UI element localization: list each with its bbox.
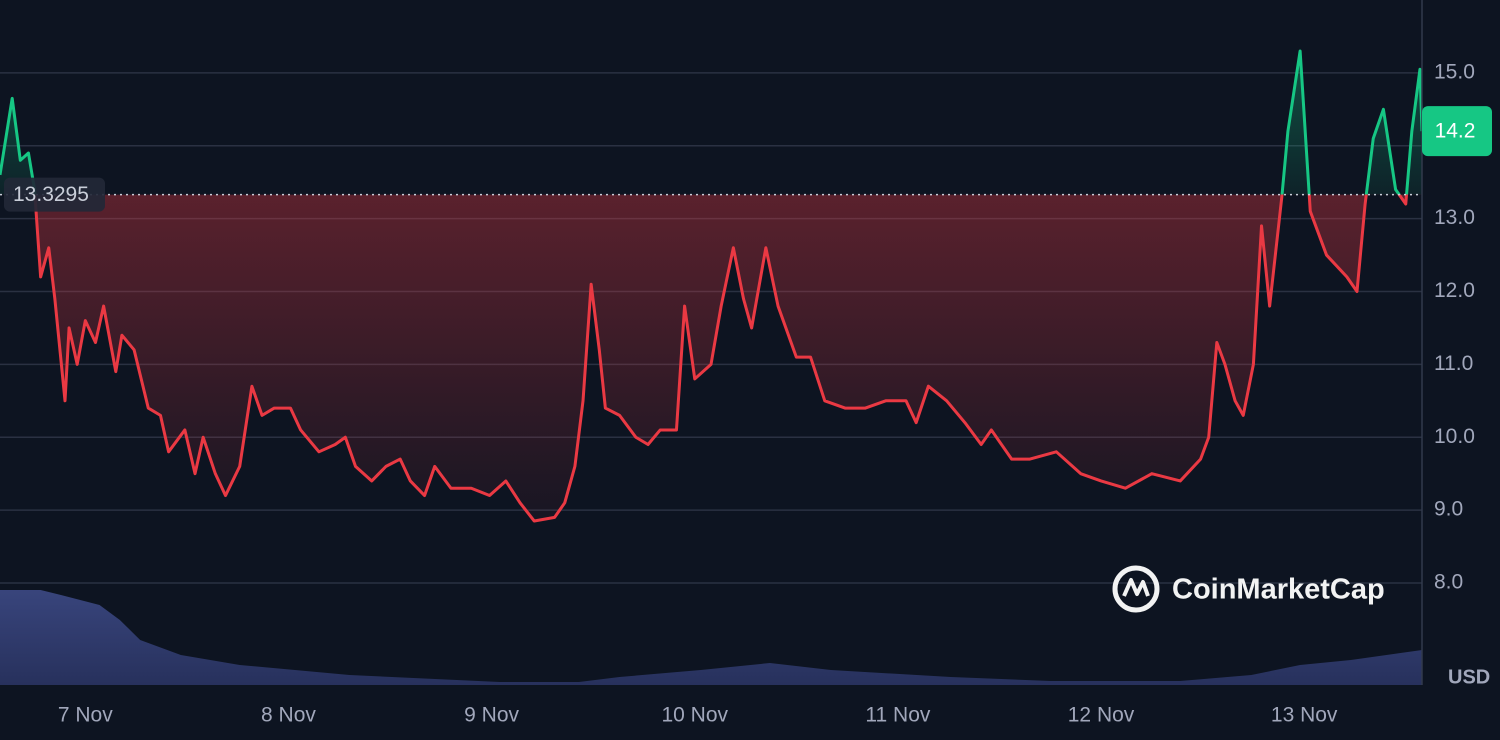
y-tick-label: 11.0 [1434,352,1473,375]
y-axis-unit: USD [1448,666,1490,688]
y-tick-label: 10.0 [1434,425,1475,448]
reference-label-box [4,177,105,212]
x-tick-label: 8 Nov [261,704,316,727]
x-tick-label: 9 Nov [464,704,519,727]
reference-label: 13.3295 [13,183,89,206]
volume-area [0,590,1422,685]
x-tick-label: 11 Nov [865,704,930,727]
x-tick-label: 12 Nov [1068,704,1135,727]
y-tick-label: 15.0 [1434,60,1475,83]
x-tick-label: 10 Nov [661,704,728,727]
watermark-text: CoinMarketCap [1172,574,1385,606]
watermark: CoinMarketCap [1112,565,1385,613]
watermark-logo-mark [1122,578,1150,597]
y-tick-label: 13.0 [1434,206,1475,229]
last-price-label: 14.2 [1435,120,1476,143]
price-area [0,51,1422,522]
last-price-box [1422,106,1492,157]
x-tick-label: 13 Nov [1271,704,1338,727]
x-tick-label: 7 Nov [58,704,113,727]
price-line [0,49,1424,523]
y-tick-label: 8.0 [1434,571,1463,594]
watermark-logo [1112,565,1160,613]
y-tick-label: 9.0 [1434,498,1463,521]
y-tick-label: 12.0 [1434,279,1475,302]
